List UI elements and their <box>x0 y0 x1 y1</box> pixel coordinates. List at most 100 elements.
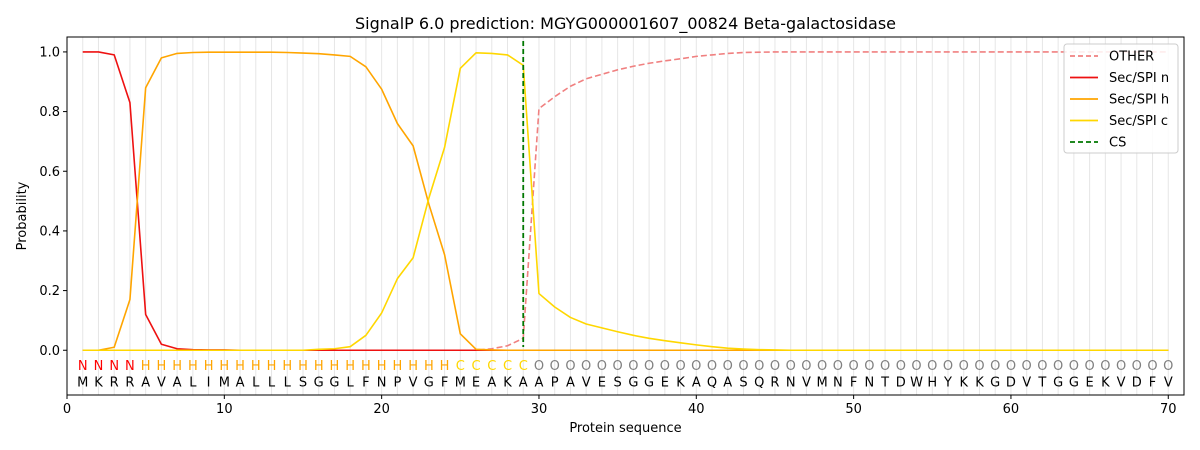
region-label: O <box>1084 359 1094 374</box>
residue-label: T <box>1037 376 1046 391</box>
region-label: N <box>109 359 119 374</box>
residue-label: A <box>723 376 732 391</box>
residue-label: G <box>1053 376 1063 391</box>
residue-label: L <box>252 376 260 391</box>
residue-label: W <box>910 376 923 391</box>
residue-label: G <box>329 376 339 391</box>
residue-label: S <box>739 376 747 391</box>
region-label: O <box>1132 359 1142 374</box>
region-label: O <box>833 359 843 374</box>
region-label: O <box>707 359 717 374</box>
region-label: C <box>456 359 465 374</box>
region-label: O <box>959 359 969 374</box>
region-label: O <box>817 359 827 374</box>
region-label: H <box>267 359 277 374</box>
region-label: O <box>770 359 780 374</box>
residue-label: G <box>990 376 1000 391</box>
x-tick-label: 10 <box>216 402 233 417</box>
residue-label: D <box>1132 376 1142 391</box>
residue-label: M <box>77 376 88 391</box>
region-label: H <box>235 359 245 374</box>
region-label: O <box>864 359 874 374</box>
region-label: O <box>1100 359 1110 374</box>
legend-label: CS <box>1109 136 1126 151</box>
residue-label: E <box>472 376 480 391</box>
region-label: O <box>660 359 670 374</box>
residue-label: F <box>1149 376 1156 391</box>
region-label: H <box>361 359 371 374</box>
y-tick-label: 1.0 <box>39 45 60 60</box>
y-axis: 0.0 0.2 0.4 0.6 0.8 1.0 <box>39 45 67 359</box>
residue-label: D <box>1006 376 1016 391</box>
residue-label: Q <box>754 376 764 391</box>
residue-label: R <box>770 376 779 391</box>
residue-label: V <box>1117 376 1126 391</box>
y-tick-label: 0.6 <box>39 165 60 180</box>
region-label: O <box>1069 359 1079 374</box>
region-label: H <box>157 359 167 374</box>
region-label: H <box>392 359 402 374</box>
series-line-sec-spi-n <box>82 51 1169 352</box>
region-label: H <box>251 359 261 374</box>
region-label: O <box>723 359 733 374</box>
region-label: C <box>487 359 496 374</box>
residue-label: R <box>125 376 134 391</box>
chart-title: SignalP 6.0 prediction: MGYG000001607_00… <box>355 14 896 34</box>
legend-box <box>1063 43 1179 154</box>
residue-label: E <box>661 376 669 391</box>
region-label: O <box>691 359 701 374</box>
region-label: O <box>754 359 764 374</box>
y-tick-label: 0.4 <box>39 224 60 239</box>
residue-label: G <box>628 376 638 391</box>
region-label: O <box>801 359 811 374</box>
region-label: O <box>738 359 748 374</box>
region-label: O <box>786 359 796 374</box>
residue-label: Q <box>707 376 717 391</box>
region-label: O <box>613 359 623 374</box>
y-tick-label: 0.2 <box>39 284 60 299</box>
region-label: H <box>172 359 182 374</box>
region-label: H <box>330 359 340 374</box>
residue-label: V <box>802 376 811 391</box>
region-label: H <box>424 359 434 374</box>
x-tick-label: 70 <box>1160 402 1177 417</box>
residue-label: V <box>409 376 418 391</box>
residue-label: N <box>833 376 843 391</box>
residue-label: F <box>362 376 369 391</box>
residue-label: P <box>551 376 559 391</box>
residue-label: M <box>455 376 466 391</box>
residue-label: N <box>786 376 796 391</box>
x-tick-label: 0 <box>63 402 71 417</box>
residue-label: S <box>299 376 307 391</box>
legend-label: OTHER <box>1109 50 1154 65</box>
region-label: H <box>219 359 229 374</box>
region-label: O <box>1053 359 1063 374</box>
region-label: O <box>675 359 685 374</box>
plot-frame <box>66 36 1185 396</box>
residue-label: V <box>1022 376 1031 391</box>
residue-label: V <box>157 376 166 391</box>
residue-label: L <box>268 376 276 391</box>
residue-label: M <box>219 376 230 391</box>
region-label: O <box>1147 359 1157 374</box>
residue-label: R <box>110 376 119 391</box>
residue-label: E <box>1085 376 1093 391</box>
region-label: O <box>534 359 544 374</box>
x-tick-label: 20 <box>373 402 390 417</box>
residue-label: L <box>347 376 355 391</box>
residue-label: G <box>314 376 324 391</box>
y-axis-label: Probability <box>15 181 30 250</box>
residue-label: V <box>1164 376 1173 391</box>
region-label: H <box>282 359 292 374</box>
region-label: O <box>1006 359 1016 374</box>
region-label: H <box>408 359 418 374</box>
residue-label: F <box>441 376 448 391</box>
residue-label: L <box>284 376 292 391</box>
residue-label: A <box>519 376 528 391</box>
region-label: C <box>519 359 528 374</box>
residue-label: V <box>582 376 591 391</box>
legend-label: Sec/SPI n <box>1109 71 1169 86</box>
residue-label: A <box>487 376 496 391</box>
residue-label: T <box>880 376 889 391</box>
region-label: H <box>141 359 151 374</box>
